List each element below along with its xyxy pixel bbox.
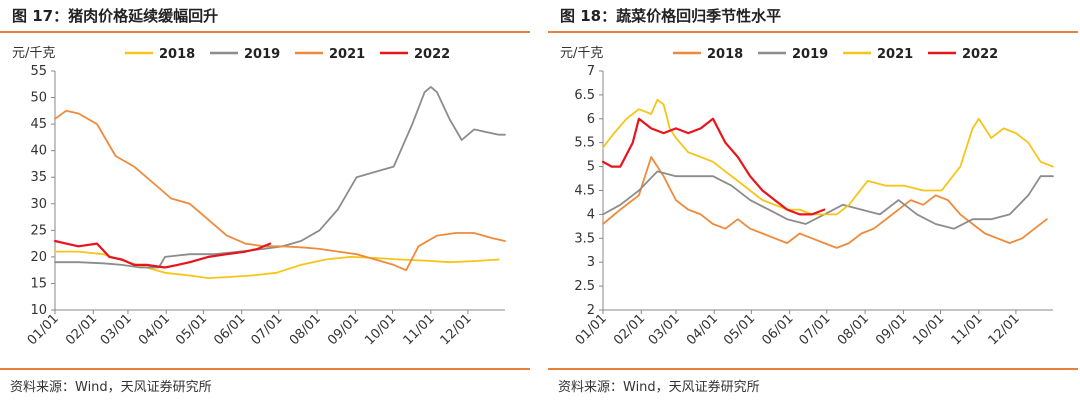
x-tick-label: 03/01 bbox=[646, 311, 683, 348]
y-tick-label: 4 bbox=[587, 207, 595, 222]
series-line-2022 bbox=[601, 117, 826, 216]
x-tick-label: 10/01 bbox=[362, 311, 399, 348]
legend-label-2021: 2021 bbox=[877, 47, 913, 62]
series-line-2021 bbox=[602, 98, 1054, 216]
x-tick-label: 08/01 bbox=[287, 311, 324, 348]
source-note: 资料来源：Wind，天风证券研究所 bbox=[558, 380, 760, 395]
y-tick-label: 40 bbox=[30, 144, 47, 159]
chart-panel-pork: 图 17：猪肉价格延续缓幅回升 元/千克 10 15 20 25 30 35 40 45 50 55… bbox=[0, 0, 530, 405]
x-tick-label: 12/01 bbox=[438, 311, 475, 348]
x-tick-label: 05/01 bbox=[173, 311, 210, 348]
y-tick-label: 55 bbox=[30, 64, 47, 79]
y-tick-label: 10 bbox=[30, 303, 47, 318]
series-line-2018 bbox=[602, 156, 1048, 249]
x-tick-label: 06/01 bbox=[759, 311, 796, 348]
x-tick-label: 03/01 bbox=[98, 311, 135, 348]
x-tick-label: 11/01 bbox=[401, 311, 438, 348]
legend-label-2018: 2018 bbox=[707, 47, 743, 62]
x-tick-label: 11/01 bbox=[949, 311, 986, 348]
x-tick-label: 07/01 bbox=[796, 311, 833, 348]
x-tick-label: 02/01 bbox=[611, 311, 648, 348]
x-tick-label: 04/01 bbox=[136, 311, 173, 348]
legend-label-2022: 2022 bbox=[414, 47, 450, 62]
x-tick-label: 06/01 bbox=[211, 311, 248, 348]
y-tick-label: 30 bbox=[30, 197, 47, 212]
x-tick-label: 08/01 bbox=[835, 311, 872, 348]
y-tick-label: 45 bbox=[30, 117, 47, 132]
series-line-2019 bbox=[54, 86, 506, 269]
legend-label-2022: 2022 bbox=[962, 47, 998, 62]
y-tick-label: 6 bbox=[587, 112, 595, 127]
series-line-2022 bbox=[53, 239, 272, 269]
title-rule bbox=[548, 31, 1078, 33]
y-tick-label: 6.5 bbox=[574, 88, 595, 103]
legend-label-2019: 2019 bbox=[792, 47, 828, 62]
y-axis-label: 元/千克 bbox=[12, 46, 55, 61]
y-tick-label: 15 bbox=[30, 276, 47, 291]
source-note: 资料来源：Wind，天风证券研究所 bbox=[10, 380, 212, 395]
series-line-2021 bbox=[54, 109, 506, 272]
y-tick-label: 50 bbox=[30, 91, 47, 106]
x-tick-label: 07/01 bbox=[248, 311, 285, 348]
x-tick-label: 02/01 bbox=[63, 311, 100, 348]
x-tick-label: 10/01 bbox=[910, 311, 947, 348]
x-tick-label: 05/01 bbox=[721, 311, 758, 348]
y-tick-label: 5.5 bbox=[574, 136, 595, 151]
x-tick-label: 04/01 bbox=[684, 311, 721, 348]
y-tick-label: 25 bbox=[30, 223, 47, 238]
y-tick-label: 4.5 bbox=[574, 184, 595, 199]
y-tick-label: 35 bbox=[30, 170, 47, 185]
source-rule bbox=[0, 368, 530, 370]
legend-label-2018: 2018 bbox=[159, 47, 195, 62]
chart-panel-vegetable: 图 18：蔬菜价格回归季节性水平 元/千克 2 2.5 3 3.5 4 4.5 5 5.5 6 6.… bbox=[548, 0, 1078, 405]
chart-title: 图 18：蔬菜价格回归季节性水平 bbox=[560, 7, 782, 25]
y-tick-label: 20 bbox=[30, 250, 47, 265]
y-tick-label: 5 bbox=[587, 160, 595, 175]
title-rule bbox=[0, 31, 530, 33]
series-line-2019 bbox=[602, 170, 1054, 230]
x-tick-label: 12/01 bbox=[986, 311, 1023, 348]
x-tick-label: 09/01 bbox=[325, 311, 362, 348]
y-tick-label: 2.5 bbox=[574, 279, 595, 294]
x-tick-label: 09/01 bbox=[873, 311, 910, 348]
y-tick-label: 3.5 bbox=[574, 231, 595, 246]
chart-title: 图 17：猪肉价格延续缓幅回升 bbox=[12, 7, 219, 25]
y-tick-label: 2 bbox=[587, 303, 595, 318]
legend-label-2021: 2021 bbox=[329, 47, 365, 62]
y-tick-label: 7 bbox=[587, 64, 595, 79]
y-tick-label: 3 bbox=[587, 255, 595, 270]
y-axis-label: 元/千克 bbox=[560, 46, 603, 61]
legend-label-2019: 2019 bbox=[244, 47, 280, 62]
source-rule bbox=[548, 368, 1078, 370]
